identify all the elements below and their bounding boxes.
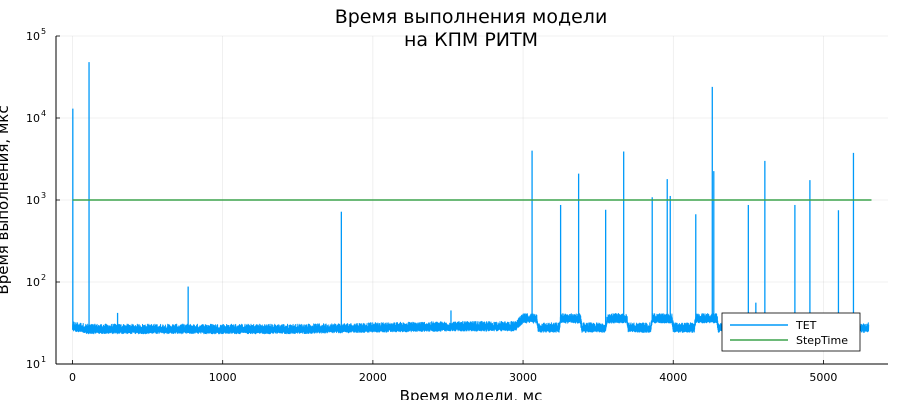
x-tick-label: 3000 <box>509 371 537 384</box>
legend-box <box>721 312 861 352</box>
x-tick-label: 2000 <box>359 371 387 384</box>
y-tick-label-exponent: 1 <box>41 355 46 364</box>
x-tick-label: 4000 <box>659 371 687 384</box>
y-tick-label: 10 <box>26 112 40 125</box>
y-tick-label-exponent: 4 <box>41 109 46 118</box>
legend-label-steptime: StepTime <box>796 334 848 347</box>
x-tick-label: 5000 <box>809 371 837 384</box>
y-tick-label-exponent: 3 <box>41 191 46 200</box>
y-tick-label-exponent: 5 <box>41 27 46 36</box>
chart-title-line-1: Время выполнения модели <box>335 6 608 28</box>
x-tick-label: 1000 <box>209 371 237 384</box>
x-axis-label: Время модели, мс <box>400 387 543 400</box>
legend-label-tet: TET <box>795 319 817 332</box>
x-tick-label: 0 <box>69 371 76 384</box>
legend: TET StepTime <box>721 312 861 352</box>
series-layer <box>72 62 872 335</box>
y-tick-label: 10 <box>26 194 40 207</box>
y-tick-label-exponent: 2 <box>41 273 46 282</box>
y-axis-label: Время выполнения, мкс <box>0 105 12 294</box>
y-tick-label: 10 <box>26 358 40 371</box>
chart-title-line-2: на КПМ РИТМ <box>404 29 538 51</box>
y-tick-label: 10 <box>26 30 40 43</box>
y-tick-label: 10 <box>26 276 40 289</box>
